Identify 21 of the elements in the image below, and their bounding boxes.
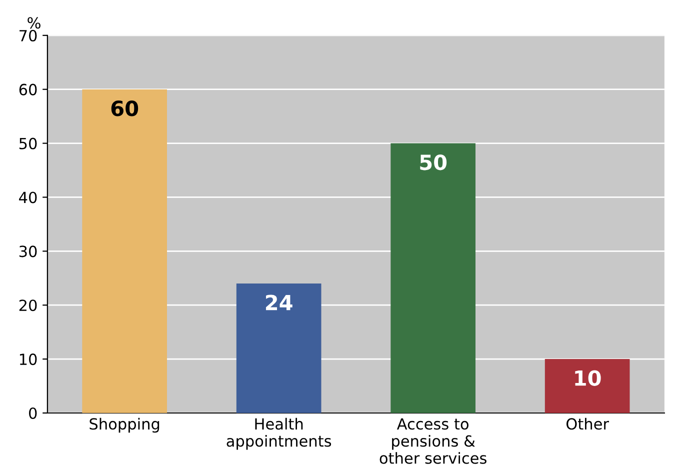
y-tick-label: 20 (19, 300, 37, 312)
x-tick-label: Health appointments (226, 418, 332, 450)
x-tick-label: Shopping (90, 418, 160, 433)
data-label: 24 (266, 294, 292, 310)
x-tick-label: Other (566, 418, 610, 430)
x-tick-label: Access to pensions & other services (380, 418, 486, 464)
bar (390, 143, 476, 413)
y-axis-title: % (28, 17, 40, 29)
y-tick-label: 70 (20, 30, 37, 42)
y-tick-label: 10 (20, 354, 37, 366)
bar (82, 89, 167, 413)
y-tick-label: 30 (19, 246, 37, 258)
y-tick-label: 0 (29, 407, 37, 420)
bar (236, 284, 322, 413)
data-label: 60 (111, 100, 138, 116)
bar (544, 359, 630, 413)
data-label: 10 (575, 370, 601, 386)
y-tick-label: 50 (19, 138, 37, 150)
y-tick-label: 60 (19, 84, 37, 96)
y-tick-label: 40 (19, 192, 37, 204)
data-label: 50 (420, 154, 447, 170)
